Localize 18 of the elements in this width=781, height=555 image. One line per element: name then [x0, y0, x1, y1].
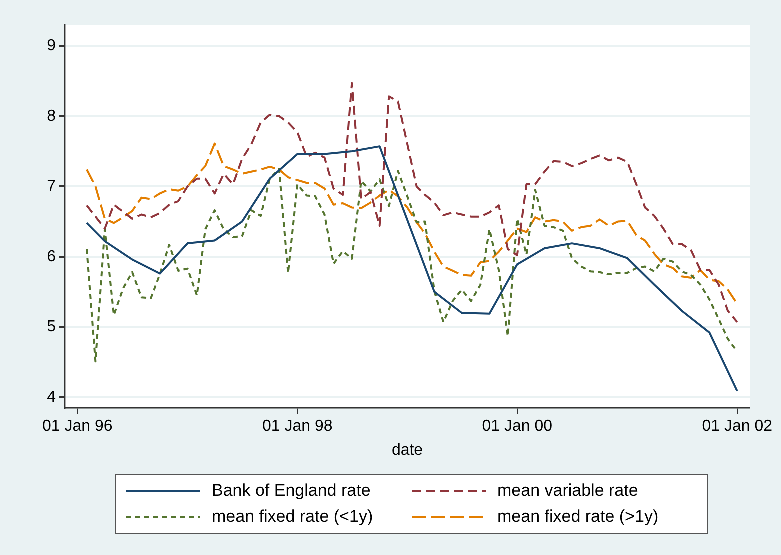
x-tick-label: 01 Jan 96 — [42, 418, 113, 436]
y-tick-label: 5 — [47, 318, 56, 336]
y-tick-label: 7 — [47, 178, 56, 196]
legend-label: Bank of England rate — [212, 481, 371, 501]
x-tick-label: 01 Jan 98 — [262, 418, 333, 436]
x-tick-label: 01 Jan 02 — [702, 418, 773, 436]
y-tick-label: 6 — [47, 248, 56, 266]
line-series — [86, 142, 738, 305]
line-series — [86, 82, 738, 324]
legend-label: mean variable rate — [498, 481, 638, 501]
y-tick-label: 8 — [47, 108, 56, 125]
line-series — [86, 168, 738, 363]
legend-label: mean fixed rate (<1y) — [212, 507, 374, 527]
y-tick-label: 9 — [47, 37, 56, 54]
y-tick-label: 4 — [47, 388, 56, 406]
x-axis-title: date — [392, 442, 424, 459]
legend-label: mean fixed rate (>1y) — [498, 507, 659, 527]
x-tick-label: 01 Jan 00 — [482, 418, 553, 436]
